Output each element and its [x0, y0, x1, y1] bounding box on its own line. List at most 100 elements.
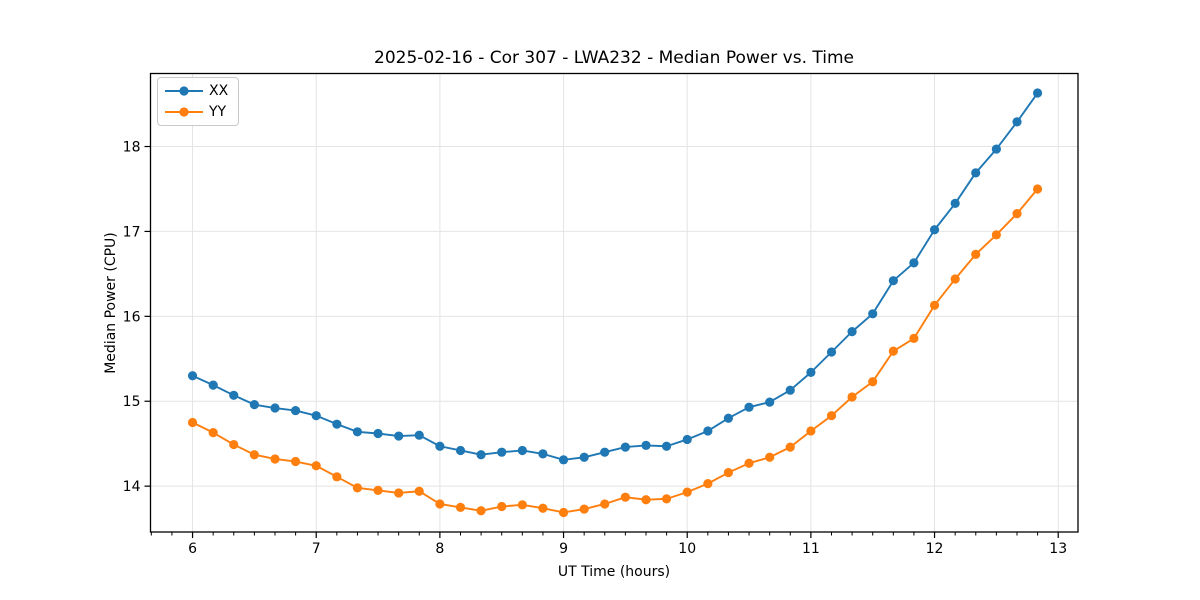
data-point	[1032, 184, 1043, 194]
data-point	[208, 428, 218, 438]
y-tick-label: 14	[123, 479, 141, 495]
x-axis-label: UT Time (hours)	[557, 564, 671, 580]
data-point	[888, 276, 898, 286]
data-point	[332, 419, 342, 429]
x-tick-label: 10	[678, 541, 696, 557]
data-point	[971, 168, 981, 178]
data-point	[352, 483, 362, 493]
data-point	[723, 413, 733, 423]
x-tick-label: 8	[435, 541, 444, 557]
data-point	[270, 403, 280, 413]
data-point	[414, 430, 424, 440]
data-point	[703, 479, 713, 489]
y-tick-label: 16	[123, 309, 141, 325]
data-point	[991, 230, 1001, 240]
data-point	[641, 440, 651, 450]
data-point	[558, 455, 569, 465]
data-point	[476, 450, 486, 460]
data-point	[744, 458, 754, 468]
data-point	[723, 467, 733, 478]
data-point	[497, 501, 507, 512]
data-point	[868, 309, 878, 319]
data-point	[455, 502, 466, 512]
data-point	[847, 392, 857, 402]
data-point	[682, 487, 692, 497]
data-point	[517, 500, 527, 510]
data-point	[826, 347, 837, 357]
data-point	[929, 300, 940, 310]
y-axis-label: Median Power (CPU)	[103, 232, 119, 374]
data-point	[435, 441, 445, 451]
data-point	[909, 333, 919, 344]
series-line-xx	[191, 92, 1039, 461]
y-tick-label: 17	[123, 224, 141, 240]
y-tick-label: 18	[123, 140, 141, 156]
data-point	[641, 495, 651, 505]
data-point	[1012, 117, 1022, 127]
chart-title: 2025-02-16 - Cor 307 - LWA232 - Median P…	[374, 48, 854, 68]
data-point	[620, 492, 630, 502]
series-markers-yy	[187, 184, 1043, 518]
data-point	[229, 439, 239, 450]
data-point	[1012, 208, 1022, 219]
legend-label-xx: XX	[209, 83, 229, 99]
data-point	[868, 377, 878, 387]
data-point	[414, 486, 424, 496]
data-point	[579, 452, 589, 462]
legend-box: XX YY	[157, 77, 240, 126]
data-point	[332, 472, 342, 482]
data-point	[785, 385, 795, 395]
data-point	[394, 488, 404, 498]
data-point	[929, 225, 940, 235]
x-tick-label: 6	[188, 541, 197, 557]
data-point	[270, 454, 280, 464]
data-point	[538, 449, 548, 459]
data-point	[311, 411, 321, 421]
data-point	[744, 402, 754, 412]
data-point	[187, 371, 198, 381]
x-tick-label: 11	[802, 541, 820, 557]
data-point	[435, 499, 445, 509]
data-point	[187, 417, 198, 428]
x-tick-label: 9	[559, 541, 568, 557]
legend-line-marker-icon	[165, 86, 203, 96]
data-point	[579, 504, 589, 514]
data-point	[1032, 88, 1043, 98]
data-point	[208, 380, 218, 390]
data-point	[455, 445, 466, 456]
data-point	[249, 400, 259, 410]
data-point	[785, 442, 795, 452]
data-point	[373, 485, 383, 495]
data-point	[249, 450, 259, 460]
data-point	[971, 249, 981, 259]
data-point	[290, 405, 301, 416]
series-markers-xx	[187, 88, 1043, 465]
data-point	[394, 431, 404, 441]
data-point	[517, 445, 527, 456]
data-point	[703, 426, 713, 436]
data-point	[600, 499, 610, 509]
data-point	[558, 507, 569, 518]
data-point	[661, 441, 672, 451]
legend-item-xx: XX	[164, 82, 228, 100]
data-point	[600, 447, 610, 457]
data-point	[991, 144, 1001, 154]
y-tick-label: 15	[123, 394, 141, 410]
plot-border	[149, 72, 1079, 533]
data-point	[476, 506, 486, 516]
data-point	[806, 367, 816, 377]
data-point	[229, 390, 239, 400]
x-tick-label: 12	[926, 541, 944, 557]
x-tick-label: 7	[312, 541, 321, 557]
data-point	[538, 503, 548, 513]
data-point	[888, 346, 898, 356]
data-point	[806, 426, 816, 436]
data-point	[311, 461, 321, 471]
data-point	[290, 456, 301, 467]
data-point	[497, 447, 507, 457]
data-point	[847, 327, 857, 337]
legend-line-marker-icon	[165, 107, 203, 117]
data-point	[950, 274, 960, 284]
